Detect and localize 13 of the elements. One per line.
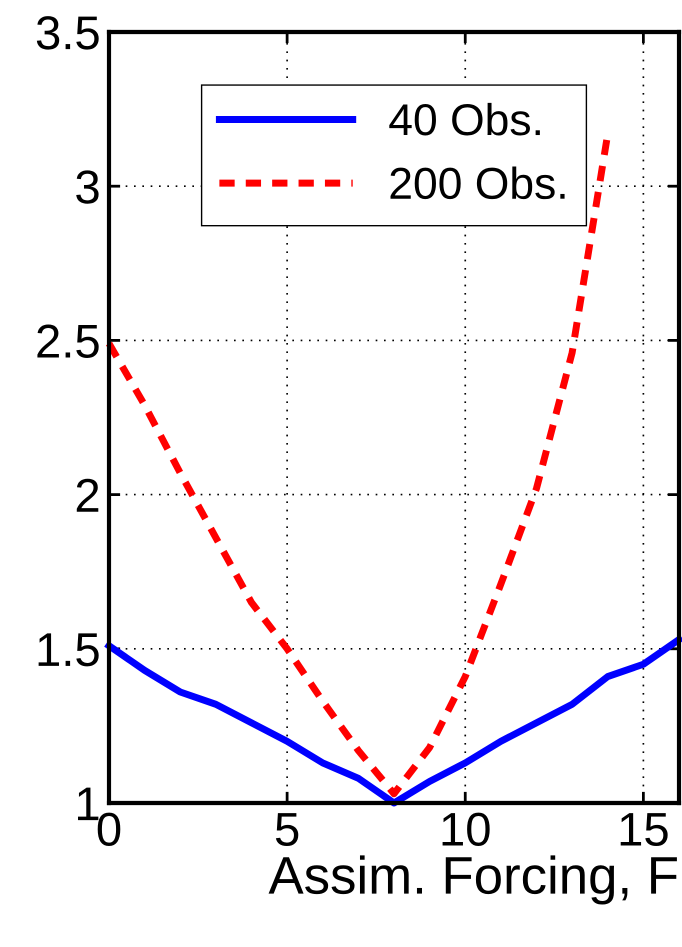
legend-label: 200 Obs. xyxy=(390,166,565,200)
y-tick-label: 1.5 xyxy=(38,633,99,666)
y-tick-label: 2.5 xyxy=(37,324,99,358)
x-tick-label: 10 xyxy=(442,812,490,846)
y-tick-label: 1 xyxy=(78,788,98,820)
x-axis-title: Assim. Forcing, F xyxy=(268,855,677,905)
x-tick-label: 0 xyxy=(98,812,120,846)
legend-label: 40 Obs. xyxy=(389,102,540,136)
x-tick-label: 15 xyxy=(620,813,668,846)
y-tick-label: 2 xyxy=(76,478,98,512)
y-tick-label: 3 xyxy=(76,170,99,204)
x-tick-label: 5 xyxy=(276,813,298,846)
y-tick-label: 3.5 xyxy=(36,16,99,50)
